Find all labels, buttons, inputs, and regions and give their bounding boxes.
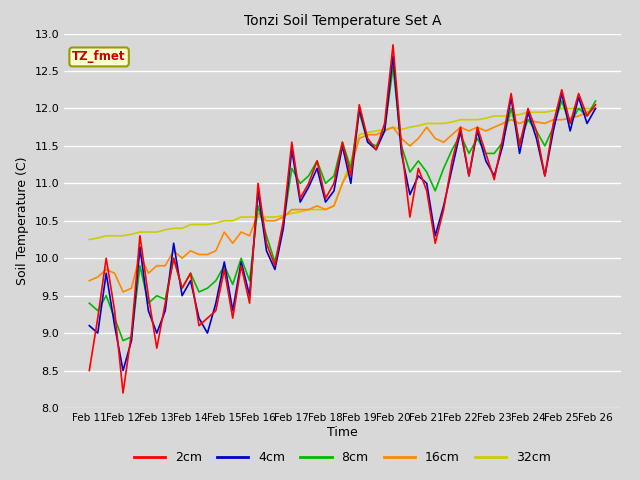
8cm — [271, 259, 279, 265]
32cm — [524, 109, 532, 115]
Line: 2cm: 2cm — [90, 45, 595, 393]
Line: 32cm: 32cm — [90, 108, 595, 240]
X-axis label: Time: Time — [327, 426, 358, 439]
32cm — [389, 124, 397, 130]
32cm — [86, 237, 93, 242]
4cm — [591, 106, 599, 111]
2cm — [195, 323, 203, 328]
2cm — [389, 42, 397, 48]
4cm — [195, 315, 203, 321]
2cm — [541, 173, 548, 179]
8cm — [389, 64, 397, 70]
8cm — [212, 278, 220, 284]
4cm — [389, 53, 397, 59]
2cm — [591, 102, 599, 108]
16cm — [271, 218, 279, 224]
16cm — [591, 106, 599, 111]
Line: 16cm: 16cm — [90, 108, 595, 292]
8cm — [119, 338, 127, 344]
Line: 4cm: 4cm — [90, 56, 595, 371]
2cm — [364, 135, 372, 141]
8cm — [195, 289, 203, 295]
32cm — [355, 132, 363, 138]
2cm — [86, 368, 93, 373]
Y-axis label: Soil Temperature (C): Soil Temperature (C) — [16, 156, 29, 285]
8cm — [541, 143, 548, 149]
32cm — [591, 106, 599, 111]
4cm — [86, 323, 93, 328]
16cm — [195, 252, 203, 257]
2cm — [212, 308, 220, 313]
16cm — [364, 132, 372, 138]
32cm — [558, 106, 566, 111]
4cm — [406, 192, 413, 197]
2cm — [406, 214, 413, 220]
4cm — [119, 368, 127, 373]
4cm — [541, 173, 548, 179]
16cm — [119, 289, 127, 295]
Text: TZ_fmet: TZ_fmet — [72, 50, 126, 63]
32cm — [204, 222, 211, 228]
8cm — [591, 98, 599, 104]
Legend: 2cm, 4cm, 8cm, 16cm, 32cm: 2cm, 4cm, 8cm, 16cm, 32cm — [129, 446, 556, 469]
16cm — [86, 278, 93, 284]
2cm — [119, 390, 127, 396]
4cm — [212, 300, 220, 306]
2cm — [271, 263, 279, 269]
16cm — [397, 135, 405, 141]
32cm — [187, 222, 195, 228]
Line: 8cm: 8cm — [90, 67, 595, 341]
32cm — [262, 214, 270, 220]
8cm — [406, 169, 413, 175]
4cm — [364, 139, 372, 145]
4cm — [271, 266, 279, 272]
Title: Tonzi Soil Temperature Set A: Tonzi Soil Temperature Set A — [244, 14, 441, 28]
16cm — [532, 119, 540, 125]
8cm — [86, 300, 93, 306]
8cm — [364, 139, 372, 145]
16cm — [212, 248, 220, 253]
